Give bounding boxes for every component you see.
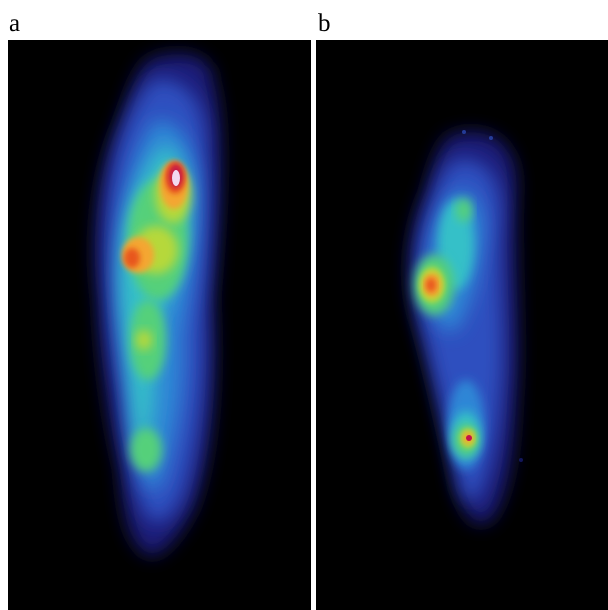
signal-yellow-a-2 <box>136 330 152 350</box>
heatmap-panel-b <box>316 40 608 610</box>
heatmap-image-a <box>94 54 221 556</box>
panel-label-a: a <box>9 10 21 37</box>
signal-hotspot-b <box>466 435 472 441</box>
signal-speck-b-1 <box>462 130 466 134</box>
heatmap-image-b <box>409 130 523 524</box>
signal-peak-a <box>172 170 180 186</box>
signal-red-b-1 <box>426 278 436 292</box>
heatmap-panel-a <box>8 40 311 610</box>
panel-label-b: b <box>318 10 331 37</box>
signal-green-a-3 <box>130 428 162 472</box>
signal-green-b-3 <box>456 198 472 222</box>
signal-red-a-1 <box>124 248 140 268</box>
signal-speck-b-2 <box>489 136 493 140</box>
signal-speck-b-3 <box>519 458 523 462</box>
